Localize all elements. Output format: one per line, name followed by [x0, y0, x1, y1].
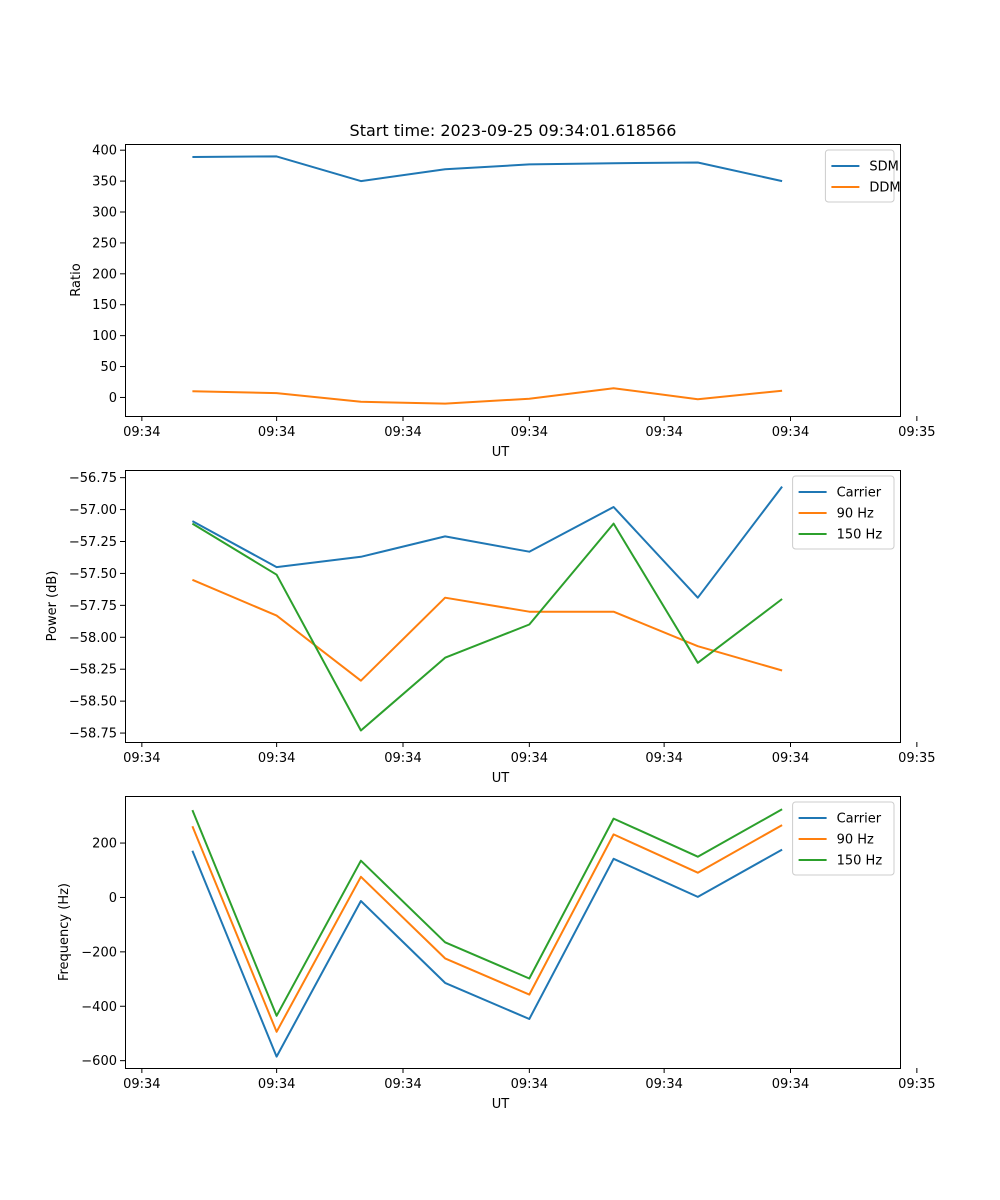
y-tick-label: −58.25 [69, 663, 117, 678]
y-tick-label: −200 [81, 945, 117, 960]
y-tick-label: 50 [100, 360, 117, 375]
x-axis-label: UT [492, 771, 510, 786]
y-tick-label: 350 [92, 175, 117, 190]
legend-box [792, 475, 895, 550]
series-line-carrier [191, 848, 783, 1058]
y-tick-label: −57.00 [69, 503, 117, 518]
axes-frame [125, 796, 901, 1069]
y-tick-label: −58.50 [69, 695, 117, 710]
legend-label-150-hz: 150 Hz [837, 854, 883, 869]
series-line-ddm [192, 387, 783, 405]
y-tick-label: −57.75 [69, 599, 117, 614]
y-tick-label: −58.00 [69, 631, 117, 646]
legend: Carrier 90 Hz 150 Hz [792, 801, 895, 876]
series-line-90-hz [191, 824, 783, 1033]
legend: Carrier 90 Hz 150 Hz [792, 475, 895, 550]
x-tick-label: 09:34 [772, 425, 809, 440]
x-tick-label: 09:34 [123, 425, 160, 440]
axes-frame [125, 144, 901, 417]
frequency-panel: 09:34 09:34 09:34 09:34 09:34 09:34 09:35 −600 −… [57, 796, 936, 1112]
x-tick-label: 09:34 [772, 1077, 809, 1092]
x-tick-label: 09:34 [258, 751, 295, 766]
legend-label-ddm: DDM [869, 181, 900, 196]
y-axis-label: Frequency (Hz) [57, 883, 72, 981]
x-axis-label: UT [492, 445, 510, 460]
y-tick-label: 150 [92, 298, 117, 313]
x-tick-label: 09:34 [123, 751, 160, 766]
series-line-sdm [192, 155, 783, 183]
power-panel: 09:34 09:34 09:34 09:34 09:34 09:34 09:35 −58.7… [45, 470, 936, 786]
y-axis-label: Power (dB) [45, 571, 60, 642]
ratio-panel: 09:34 09:34 09:34 09:34 09:34 09:34 09:35 0 50 10… [69, 144, 936, 460]
legend-label-90-hz: 90 Hz [837, 507, 874, 522]
x-axis-label: UT [492, 1097, 510, 1112]
x-tick-label: 09:35 [898, 751, 935, 766]
legend-label-sdm: SDM [869, 160, 898, 175]
y-tick-label: −400 [81, 1000, 117, 1015]
x-tick-label: 09:34 [645, 751, 682, 766]
x-tick-label: 09:34 [384, 1077, 421, 1092]
y-tick-label: 0 [109, 391, 117, 406]
y-tick-label: 300 [92, 206, 117, 221]
axes-frame [125, 470, 901, 743]
series-line-carrier [191, 485, 783, 599]
y-tick-label: 200 [92, 837, 117, 852]
x-tick-label: 09:34 [645, 1077, 682, 1092]
legend-label-90-hz: 90 Hz [837, 833, 874, 848]
series-line-150-hz [191, 808, 783, 1017]
y-tick-label: −600 [81, 1054, 117, 1069]
legend-label-carrier: Carrier [837, 812, 882, 827]
x-tick-label: 09:35 [898, 1077, 935, 1092]
y-tick-label: 250 [92, 236, 117, 251]
legend-box [824, 149, 895, 203]
x-tick-label: 09:34 [511, 751, 548, 766]
x-tick-label: 09:35 [898, 425, 935, 440]
chart-title: Start time: 2023-09-25 09:34:01.618566 [350, 121, 677, 140]
legend-box [792, 801, 895, 876]
x-tick-label: 09:34 [123, 1077, 160, 1092]
y-tick-label: −56.75 [69, 471, 117, 486]
y-tick-label: 400 [92, 144, 117, 159]
x-tick-label: 09:34 [511, 425, 548, 440]
y-tick-label: 200 [92, 267, 117, 282]
x-tick-label: 09:34 [384, 751, 421, 766]
series-line-90-hz [192, 578, 783, 682]
x-tick-label: 09:34 [645, 425, 682, 440]
legend-label-150-hz: 150 Hz [837, 528, 883, 543]
y-axis-label: Ratio [69, 263, 84, 296]
legend-label-carrier: Carrier [837, 486, 882, 501]
x-tick-label: 09:34 [258, 425, 295, 440]
y-tick-label: −57.25 [69, 535, 117, 550]
y-tick-label: 0 [109, 891, 117, 906]
y-tick-label: −57.50 [69, 567, 117, 582]
legend: SDM DDM [824, 149, 901, 203]
x-tick-label: 09:34 [384, 425, 421, 440]
y-tick-label: −58.75 [69, 727, 117, 742]
y-tick-label: 100 [92, 329, 117, 344]
x-tick-label: 09:34 [772, 751, 809, 766]
x-tick-label: 09:34 [511, 1077, 548, 1092]
x-tick-label: 09:34 [258, 1077, 295, 1092]
series-line-150-hz [191, 522, 783, 732]
